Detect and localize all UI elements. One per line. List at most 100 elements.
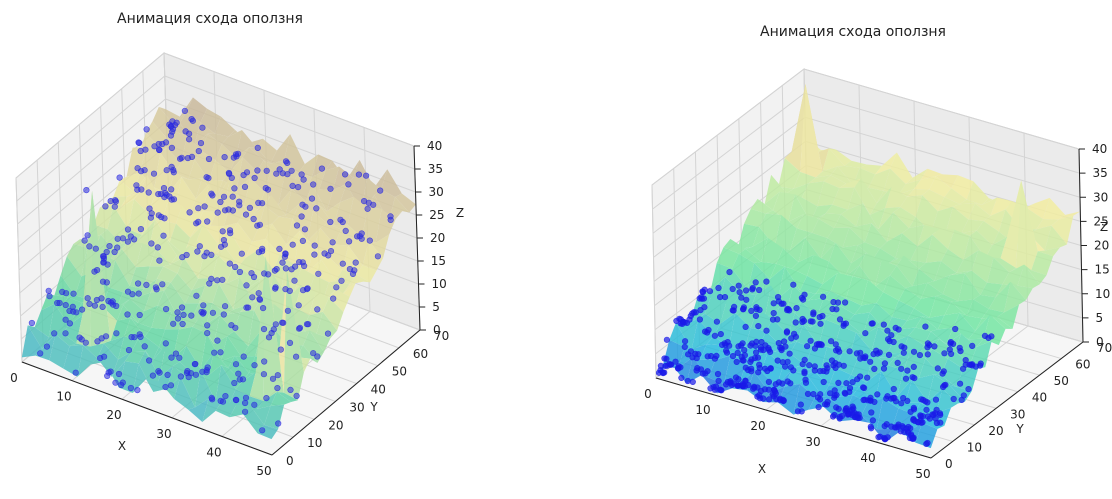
scatter-point: [288, 167, 295, 174]
surface-cell: [920, 168, 943, 180]
surface-cell: [325, 160, 347, 180]
scatter-point: [195, 148, 202, 155]
surface-cell: [995, 281, 1018, 298]
scatter-point: [809, 318, 816, 325]
scatter-point: [828, 338, 835, 345]
surface-cell: [362, 240, 384, 271]
surface-cell: [920, 282, 943, 299]
y-tick-label: 50: [1054, 374, 1069, 388]
scatter-point: [243, 282, 250, 289]
surface-cell: [801, 181, 824, 207]
scatter-point: [730, 380, 738, 387]
surface-cell: [173, 122, 195, 146]
scatter-point: [304, 285, 311, 292]
surface-cell: [857, 242, 881, 259]
scatter-point: [250, 273, 258, 281]
scatter-point: [98, 295, 105, 302]
scatter-point: [153, 286, 160, 293]
surface-cell: [713, 312, 736, 348]
surface-cell: [796, 214, 819, 233]
scatter-point: [663, 336, 670, 343]
surface-cell: [942, 273, 965, 302]
scatter-point: [220, 311, 227, 318]
scatter-point: [86, 300, 93, 308]
surface-cell: [298, 154, 319, 177]
scatter-point: [238, 250, 245, 257]
surface-cell: [825, 204, 848, 215]
scatter-point: [910, 435, 917, 442]
surface-cell: [235, 372, 256, 397]
surface-cell: [1051, 215, 1074, 245]
surface-cell: [368, 234, 390, 258]
scatter-point: [92, 245, 99, 252]
surface-cell: [149, 248, 171, 267]
scatter-point: [701, 304, 708, 311]
surface-cell: [218, 246, 240, 269]
scatter-point: [163, 167, 170, 174]
surface-cell: [822, 148, 845, 172]
surface-cell: [941, 248, 964, 273]
surface-cell: [1058, 211, 1081, 220]
surface-cell: [115, 248, 137, 286]
surface-cell: [896, 255, 920, 287]
surface-cell: [243, 405, 265, 434]
scatter-point: [890, 338, 897, 346]
surface-cell: [811, 218, 835, 238]
scatter-point: [296, 324, 304, 332]
scatter-point: [677, 364, 684, 371]
scatter-point: [169, 118, 176, 125]
z-axis-label: Z: [1100, 220, 1108, 234]
scatter-point: [164, 371, 171, 379]
scatter-point: [160, 185, 168, 192]
surface-cell: [835, 242, 858, 264]
x-tick-label: 0: [10, 371, 18, 385]
surface-cell: [891, 300, 914, 321]
scatter-point: [330, 295, 337, 302]
surface-cell: [716, 247, 739, 269]
scatter-point: [143, 281, 150, 289]
scatter-point: [342, 171, 349, 178]
scatter-point: [318, 165, 326, 172]
surface-cell: [212, 283, 234, 315]
surface-cell: [954, 229, 977, 236]
scatter-point: [204, 330, 211, 337]
surface-cell: [1029, 225, 1052, 251]
scatter-point: [137, 147, 144, 155]
surface-cell: [941, 358, 964, 387]
scatter-point: [214, 337, 221, 344]
scatter-point: [815, 404, 822, 411]
scatter-point: [756, 361, 763, 368]
surface-cell: [908, 327, 931, 346]
surface-cell: [156, 266, 178, 283]
surface-cell: [959, 199, 983, 205]
scatter-point: [956, 344, 963, 351]
scatter-point: [327, 248, 335, 255]
scatter-point: [82, 339, 89, 346]
y-tick-label: 20: [988, 424, 1003, 438]
scatter-point: [203, 369, 210, 376]
scatter-point: [958, 396, 965, 404]
scatter-point: [168, 354, 175, 361]
surface-cell: [197, 224, 218, 258]
surface-cell: [169, 223, 191, 255]
scatter-point: [786, 350, 793, 357]
scatter-point: [726, 342, 733, 349]
scatter-point: [199, 124, 206, 131]
surface-cell: [776, 248, 799, 269]
scatter-point: [836, 316, 844, 323]
surface-cell: [981, 308, 1005, 319]
surface-cell: [1027, 197, 1050, 220]
scatter-point: [909, 374, 916, 381]
scatter-point: [255, 199, 262, 206]
scatter-point: [178, 304, 186, 311]
surface-cell: [874, 370, 898, 403]
y-tick-label: 30: [349, 400, 364, 414]
surface-cell: [245, 238, 266, 258]
surface-cell: [322, 297, 344, 331]
scatter-point: [910, 348, 918, 355]
surface-cell: [136, 243, 157, 268]
scatter-point: [835, 379, 842, 387]
surface-cell: [228, 130, 250, 143]
scatter-point: [158, 190, 165, 197]
scatter-point: [51, 330, 58, 337]
